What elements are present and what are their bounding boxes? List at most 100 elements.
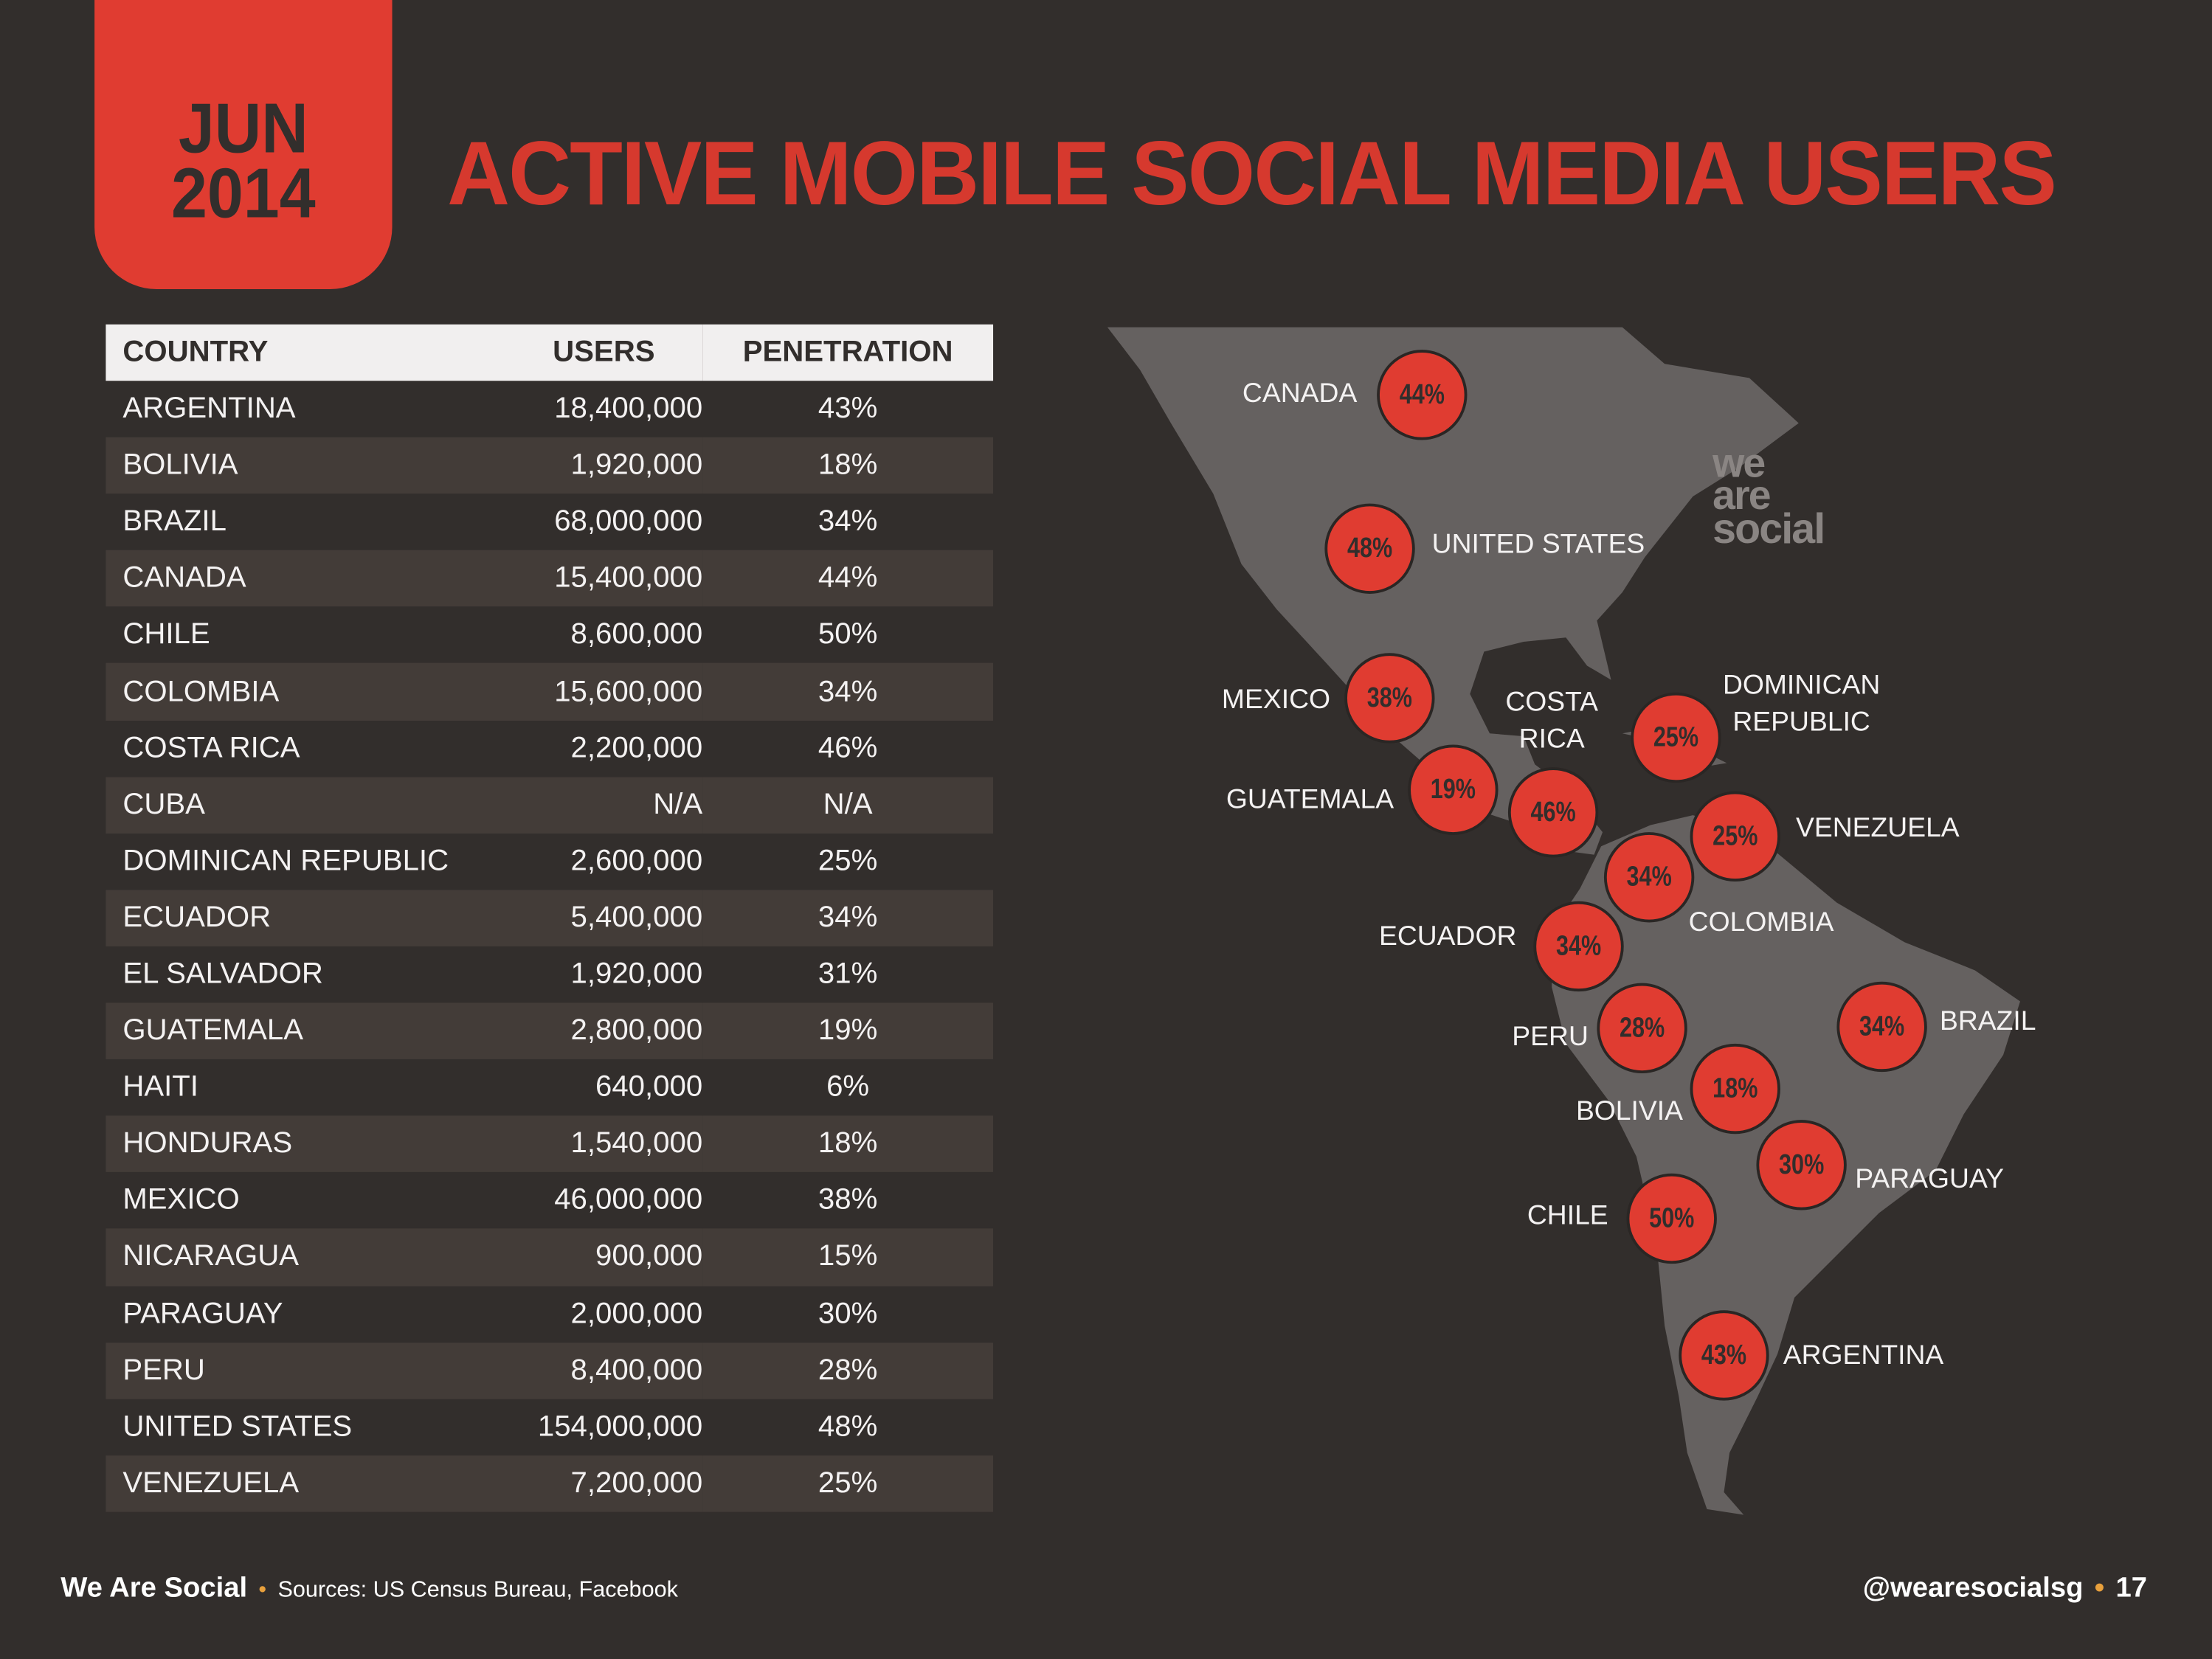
marker-brazil: 34% [1836, 981, 1927, 1073]
table-header: COUNTRY USERS PENETRATION [106, 324, 994, 381]
header-country: COUNTRY [106, 324, 505, 381]
cell-users: 2,200,000 [570, 731, 703, 764]
table-row: HONDURAS 1,540,000 18% [106, 1115, 994, 1173]
table-row: BRAZIL 68,000,000 34% [106, 494, 993, 551]
users-table: COUNTRY USERS PENETRATION ARGENTINA 18,40… [106, 324, 994, 1512]
marker-value: 18% [1712, 1073, 1758, 1104]
marker-peru: 28% [1597, 983, 1687, 1074]
cell-users: 7,200,000 [505, 1455, 703, 1512]
cell-users: 1,540,000 [505, 1115, 703, 1173]
marker-value: 48% [1347, 532, 1393, 564]
table-row: ECUADOR 5,400,000 34% [106, 890, 994, 946]
table-row: NICARAGUA 900,000 15% [106, 1229, 994, 1286]
label-colombia: COLOMBIA [1688, 907, 1834, 938]
cell-users: 15,400,000 [505, 550, 703, 607]
cell-penetration: 15% [702, 1229, 994, 1286]
marker-value: 44% [1399, 378, 1445, 410]
label-bolivia: BOLIVIA [1575, 1095, 1684, 1127]
cell-penetration: 19% [702, 1002, 994, 1060]
footer-brand: We Are Social [61, 1572, 248, 1604]
cell-users: 68,000,000 [554, 505, 703, 538]
cell-users: 154,000,000 [537, 1410, 703, 1443]
marker-value: 25% [1653, 721, 1699, 753]
cell-users: 5,400,000 [505, 890, 703, 946]
label-mexico: MEXICO [1221, 684, 1331, 716]
marker-value: 34% [1555, 929, 1602, 962]
cell-users: 1,920,000 [570, 957, 703, 991]
cell-users: 2,600,000 [570, 844, 703, 877]
cell-country: NICARAGUA [106, 1229, 505, 1286]
table-row: CANADA 15,400,000 44% [106, 550, 994, 607]
marker-colombia: 34% [1603, 832, 1695, 923]
cell-country: COLOMBIA [106, 663, 505, 721]
marker-value: 25% [1712, 820, 1758, 851]
north-america-landmass [1107, 327, 1799, 855]
marker-value: 19% [1430, 773, 1476, 805]
cell-users: 2,000,000 [570, 1297, 703, 1330]
marker-ecuador: 34% [1533, 901, 1624, 992]
marker-mexico: 38% [1344, 653, 1435, 744]
page-number: 17 [2115, 1572, 2148, 1604]
cell-country: ARGENTINA [122, 392, 296, 425]
marker-costa-rica: 46% [1507, 767, 1599, 858]
header-penetration: PENETRATION [702, 324, 994, 381]
label-venezuela: VENEZUELA [1795, 812, 1960, 844]
cell-penetration: 31% [818, 957, 878, 991]
badge-month: JUN [178, 89, 308, 168]
label-united-states: UNITED STATES [1431, 529, 1645, 561]
table-row: COLOMBIA 15,600,000 34% [106, 663, 994, 721]
table-row: PARAGUAY 2,000,000 30% [106, 1286, 993, 1343]
footer-left: We Are Social • Sources: US Census Bureau,… [61, 1573, 678, 1605]
marker-dominican-republic: 25% [1631, 692, 1721, 783]
marker-paraguay: 30% [1756, 1120, 1847, 1211]
table-row: ARGENTINA 18,400,000 43% [106, 381, 993, 437]
footer-sources: Sources: US Census Bureau, Facebook [277, 1578, 678, 1603]
cell-country: CHILE [122, 618, 210, 651]
separator-dot: • [2094, 1572, 2105, 1604]
table-row: BOLIVIA 1,920,000 18% [106, 437, 994, 494]
cell-country: CANADA [106, 550, 505, 607]
cell-penetration: 25% [702, 1455, 994, 1512]
cell-penetration: 50% [818, 618, 878, 651]
table-row: DOMINICAN REPUBLIC 2,600,000 25% [106, 834, 993, 890]
cell-country: BOLIVIA [106, 437, 505, 494]
cell-users: N/A [505, 776, 703, 834]
cell-country: MEXICO [122, 1183, 240, 1216]
cell-users: 900,000 [505, 1229, 703, 1286]
table-row: HAITI 640,000 6% [106, 1059, 993, 1116]
cell-penetration: 18% [702, 1115, 994, 1173]
cell-penetration: 48% [818, 1410, 878, 1443]
we-are-social-watermark: we are social [1712, 443, 1825, 550]
badge-year: 2014 [170, 153, 316, 233]
marker-argentina: 43% [1679, 1310, 1769, 1401]
cell-country: PARAGUAY [122, 1297, 283, 1330]
table-row: EL SALVADOR 1,920,000 31% [106, 946, 993, 1003]
footer-right: @wearesocialsg • 17 [1863, 1573, 2147, 1605]
cell-country: EL SALVADOR [122, 957, 323, 991]
label-costa-rica: COSTA RICA [1505, 687, 1599, 755]
cell-country: HAITI [122, 1070, 198, 1104]
cell-country: HONDURAS [106, 1115, 505, 1173]
marker-venezuela: 25% [1690, 791, 1780, 882]
marker-value: 34% [1626, 861, 1672, 893]
cell-penetration: 34% [702, 663, 994, 721]
table-row: CHILE 8,600,000 50% [106, 607, 993, 664]
cell-users: 2,800,000 [505, 1002, 703, 1060]
cell-users: 640,000 [595, 1070, 703, 1104]
cell-penetration: 43% [818, 392, 878, 425]
label-brazil: BRAZIL [1940, 1005, 2036, 1037]
cell-users: 46,000,000 [554, 1183, 703, 1216]
page-title: ACTIVE MOBILE SOCIAL MEDIA USERS [447, 122, 2057, 225]
date-badge: JUN 2014 [94, 0, 393, 289]
label-peru: PERU [1512, 1021, 1589, 1053]
marker-value: 46% [1530, 796, 1576, 828]
cell-country: UNITED STATES [122, 1410, 353, 1443]
cell-penetration: 34% [818, 505, 878, 538]
cell-users: 8,400,000 [505, 1342, 703, 1399]
label-canada: CANADA [1242, 378, 1358, 409]
cell-country: GUATEMALA [106, 1002, 505, 1060]
label-chile: CHILE [1527, 1200, 1608, 1232]
cell-users: 15,600,000 [505, 663, 703, 721]
cell-users: 1,920,000 [505, 437, 703, 494]
label-ecuador: ECUADOR [1378, 921, 1517, 952]
